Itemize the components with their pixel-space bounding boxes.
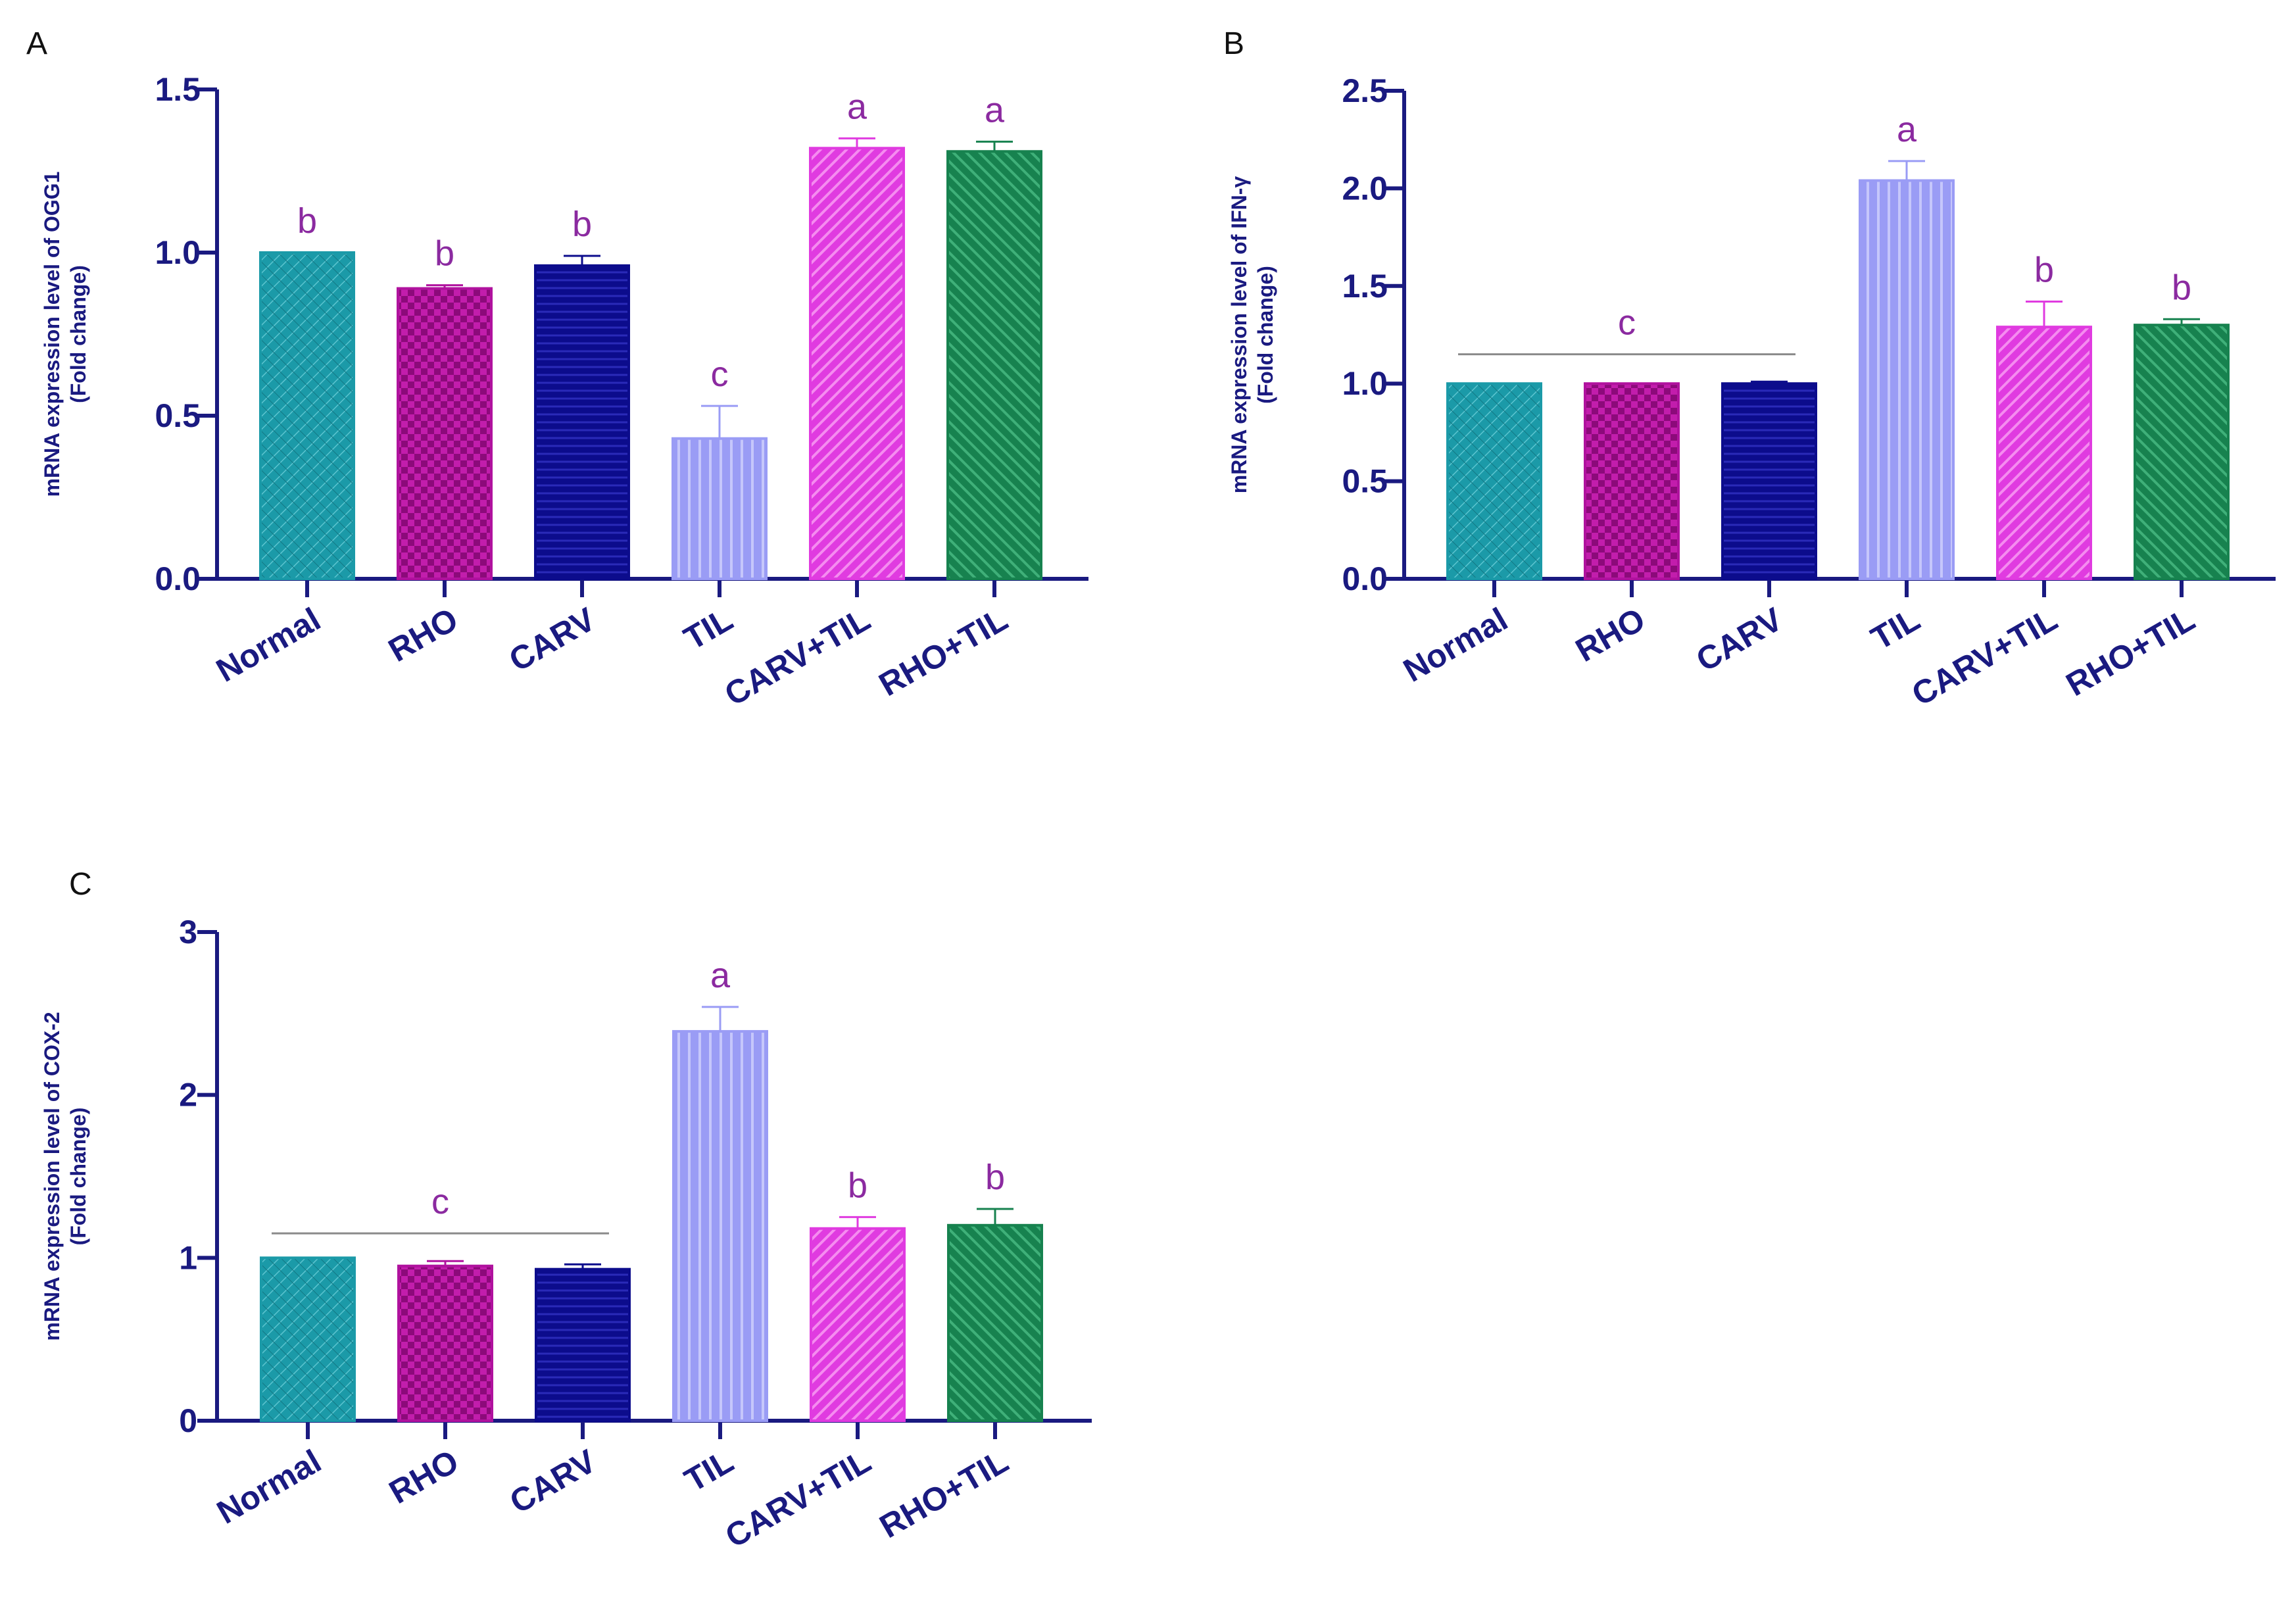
- x-tick-label-rho: RHO: [383, 1442, 464, 1511]
- significance-letter: b: [435, 234, 454, 274]
- significance-letter: b: [572, 205, 592, 244]
- panel-a: A 0.0 0.5 1.0 1.5 mRNA expression level of OG…: [26, 26, 1088, 713]
- bar-rho-plus-til: [2134, 324, 2230, 580]
- y-axis-label-unit: (Fold change): [1254, 266, 1277, 404]
- y-tick-label: 1.0: [1342, 365, 1388, 402]
- y-tick-label: 1.0: [155, 234, 201, 271]
- significance-letter: a: [1897, 110, 1917, 149]
- y-tick-label: 2: [179, 1077, 197, 1114]
- y-tick-label: 1.5: [1342, 268, 1388, 305]
- y-tick-label: 0: [179, 1402, 197, 1439]
- bar-carv: [1721, 382, 1817, 580]
- bar-til: [1859, 179, 1955, 580]
- panel-letter: C: [69, 867, 92, 902]
- y-tick-label: 1.5: [155, 71, 201, 108]
- bar-rho: [397, 1264, 493, 1423]
- significance-letter: b: [297, 201, 317, 241]
- panel-c: C 0 1 2 3 mRNA expression level of COX-2 (Fold…: [40, 867, 1092, 1555]
- x-tick-label-carv-plus-til: CARV+TIL: [718, 601, 876, 713]
- significance-letter: a: [985, 90, 1005, 130]
- panel-letter: A: [26, 26, 47, 61]
- x-tick-label-carv-plus-til: CARV+TIL: [1905, 601, 2063, 713]
- bar-carv: [535, 1267, 631, 1423]
- significance-letter: c: [711, 355, 729, 394]
- y-tick-label: 2.0: [1342, 170, 1388, 207]
- bar-rho-plus-til: [946, 150, 1042, 581]
- y-tick-label: 2.5: [1342, 72, 1388, 109]
- x-tick-label-carv-plus-til: CARV+TIL: [719, 1442, 877, 1555]
- x-tick-label-normal: Normal: [1397, 601, 1513, 689]
- x-tick-label-rho-plus-til: RHO+TIL: [873, 601, 1014, 703]
- x-tick-label-rho-plus-til: RHO+TIL: [2060, 601, 2201, 703]
- bar-rho: [397, 287, 493, 580]
- y-axis-label-unit: (Fold change): [66, 1108, 90, 1246]
- significance-letter: b: [985, 1158, 1005, 1197]
- y-tick-label: 0.5: [1342, 463, 1388, 500]
- x-tick-label-normal: Normal: [210, 1442, 327, 1531]
- y-tick-label: 3: [179, 914, 197, 950]
- significance-letter: b: [2034, 251, 2054, 290]
- bar-til: [672, 1030, 768, 1422]
- bar-carv: [534, 264, 630, 580]
- y-tick-label: 1: [179, 1239, 197, 1276]
- significance-letter: a: [847, 87, 867, 126]
- bar-rho-plus-til: [947, 1223, 1043, 1423]
- bar-normal: [1446, 382, 1542, 580]
- x-tick-label-rho: RHO: [382, 601, 464, 669]
- x-tick-label-til: TIL: [678, 601, 739, 657]
- significance-letter: b: [848, 1166, 867, 1205]
- y-axis-label: mRNA expression level of IFN-γ: [1227, 176, 1251, 494]
- panel-b: B 0.0 0.5 1.0 1.5 2.0 2.5 mRNA expression level…: [1223, 26, 2276, 713]
- bar-til: [672, 437, 768, 580]
- y-tick-label: 0.0: [155, 560, 201, 597]
- x-tick-label-carv: CARV: [1690, 601, 1789, 679]
- significance-letter: a: [710, 956, 731, 995]
- group-significance-letter: c: [1618, 303, 1636, 343]
- y-tick-label: 0.5: [155, 397, 201, 434]
- y-axis-label: mRNA expression level of OGG1: [40, 172, 64, 497]
- y-tick-label: 0.0: [1342, 560, 1388, 597]
- bar-carv-plus-til: [1996, 326, 2092, 580]
- bar-normal: [260, 1256, 356, 1423]
- x-tick-label-carv: CARV: [503, 601, 602, 679]
- x-tick-label-til: TIL: [679, 1442, 740, 1499]
- y-axis-label-unit: (Fold change): [66, 265, 90, 403]
- x-tick-label-rho: RHO: [1569, 601, 1651, 669]
- significance-letter: b: [2172, 268, 2191, 307]
- x-tick-label-carv: CARV: [504, 1442, 602, 1521]
- x-tick-label-til: TIL: [1865, 601, 1926, 657]
- group-significance-letter: c: [431, 1182, 449, 1221]
- bar-carv-plus-til: [810, 1227, 906, 1422]
- bar-carv-plus-til: [809, 147, 905, 580]
- bar-rho: [1584, 382, 1680, 580]
- bar-normal: [259, 251, 355, 580]
- panel-letter: B: [1223, 26, 1244, 61]
- x-tick-label-rho-plus-til: RHO+TIL: [873, 1442, 1014, 1545]
- y-axis-label: mRNA expression level of COX-2: [40, 1012, 64, 1340]
- x-tick-label-normal: Normal: [210, 601, 326, 689]
